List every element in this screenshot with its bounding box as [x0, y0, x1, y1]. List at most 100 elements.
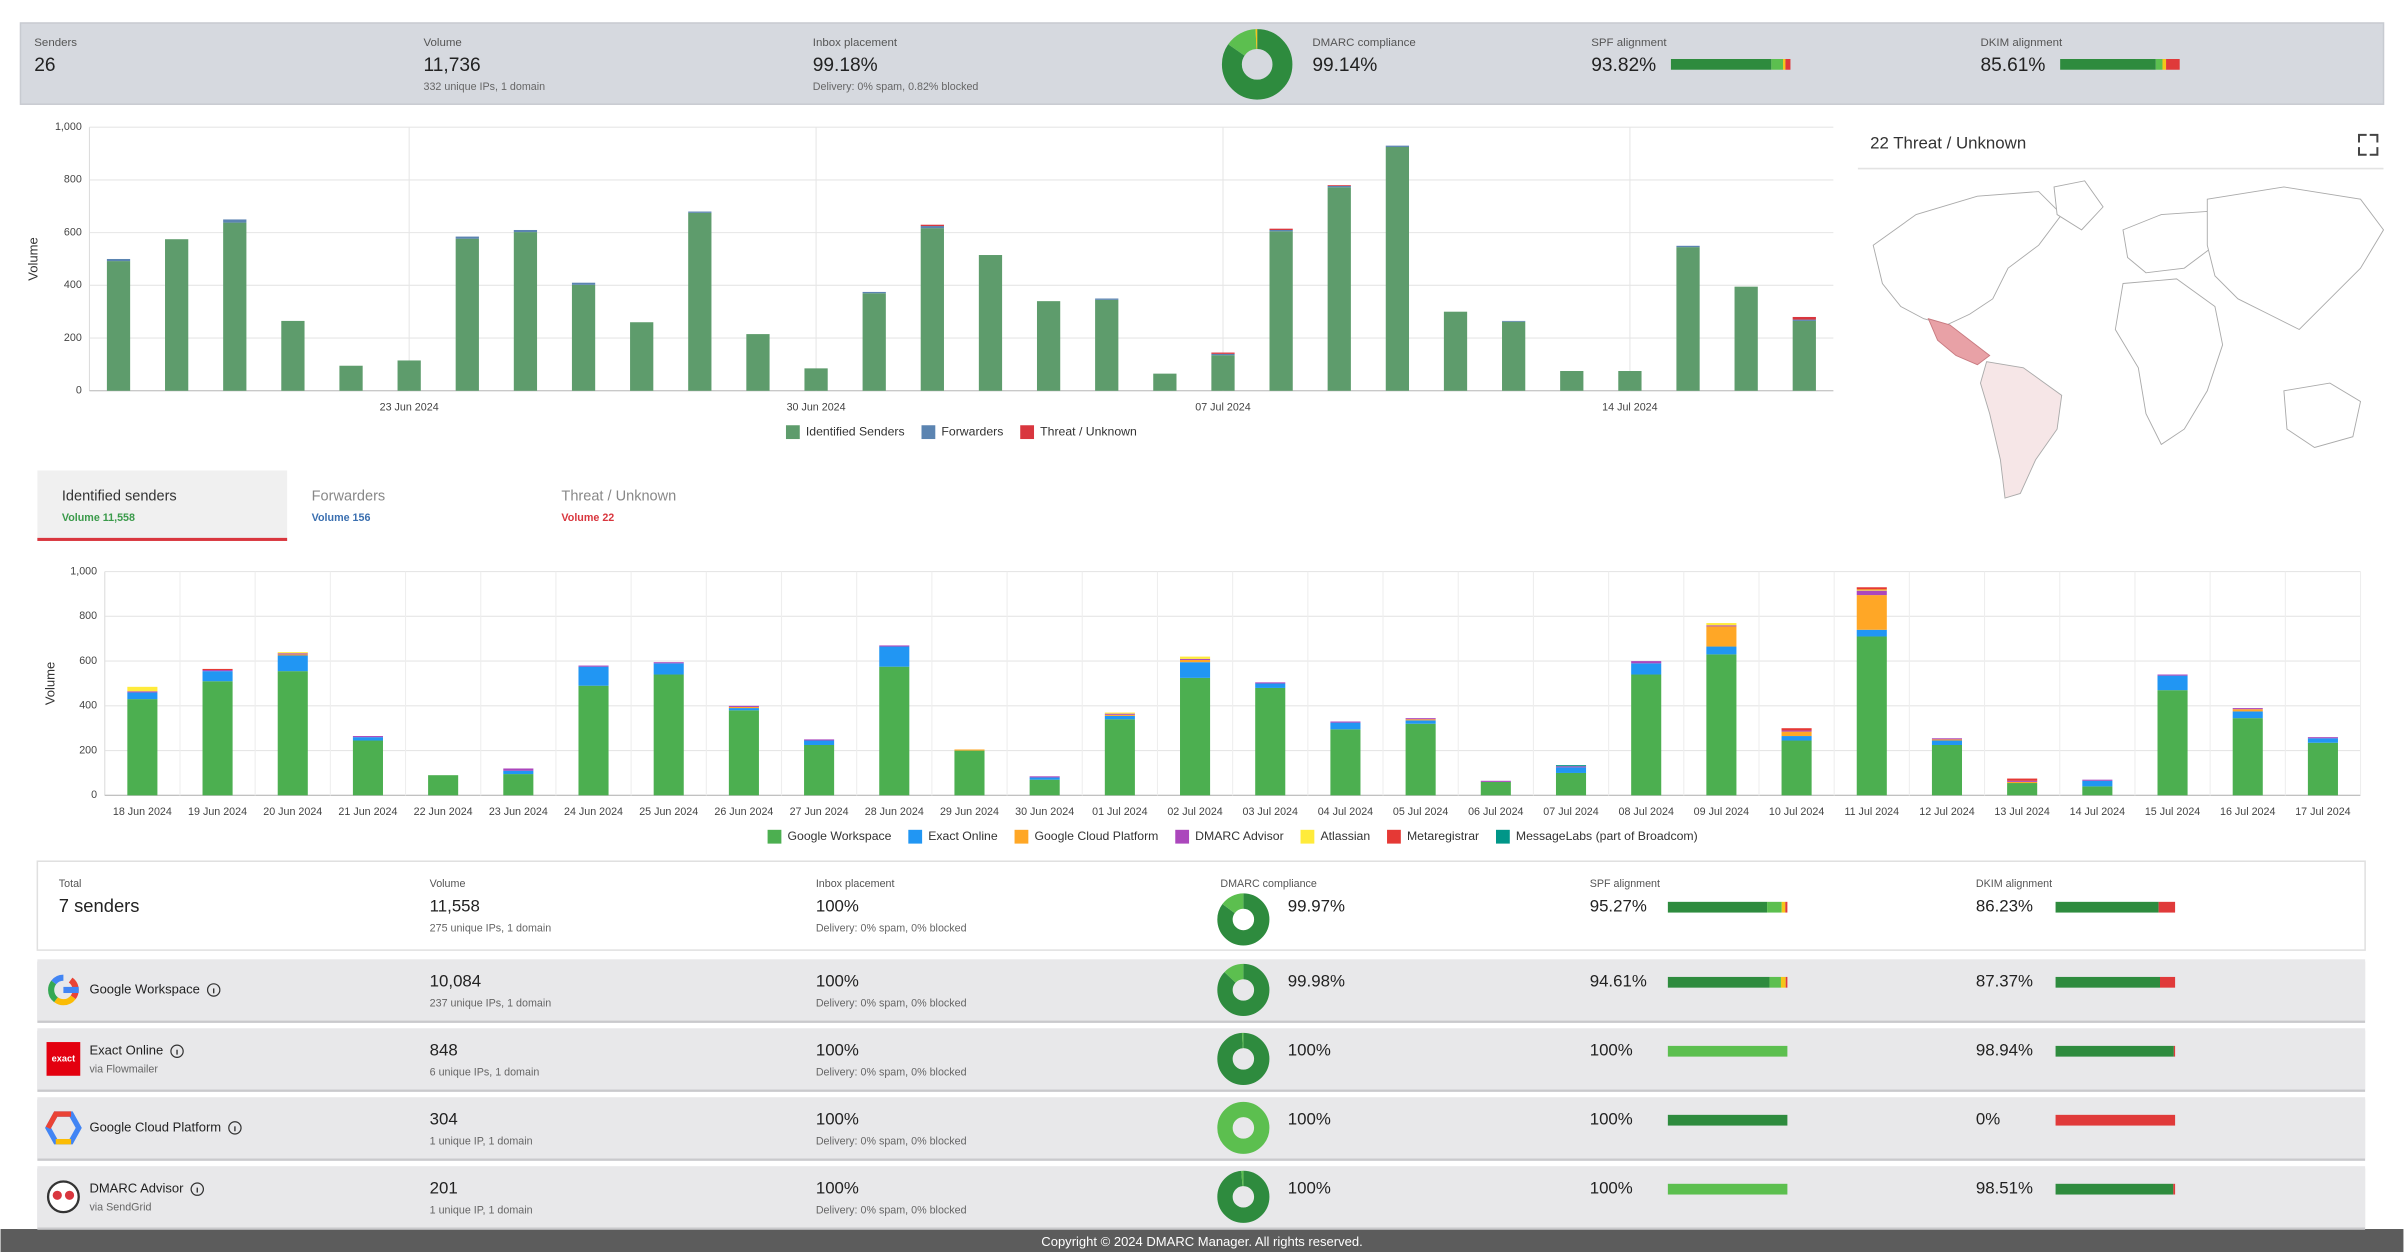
bar-segment [106, 261, 131, 391]
bar-segment [2007, 778, 2038, 781]
table-header: DKIM alignment [1976, 878, 2052, 890]
y-axis-title: Volume [26, 237, 41, 280]
bar-segment [1676, 247, 1700, 391]
bar-segment [688, 212, 712, 391]
info-icon[interactable] [228, 1121, 242, 1135]
expand-glyph[interactable] [2357, 133, 2379, 156]
active-tab-bg[interactable] [37, 470, 288, 541]
bar-segment [1631, 663, 1662, 675]
bar-segment [127, 699, 158, 796]
alignment-segment [2055, 901, 2159, 913]
bar-segment [2082, 779, 2113, 781]
bar-segment [2307, 742, 2338, 796]
legend-swatch [908, 829, 923, 844]
footer-bar [0, 1229, 2404, 1252]
legend: Google Workspace Exact Online Google Cloud… [767, 829, 1698, 844]
y-tick-label: 400 [79, 700, 97, 712]
bar-segment [277, 652, 308, 654]
bar-segment [1104, 715, 1135, 720]
alignment-segment [2055, 1045, 2174, 1057]
bar-segment [1706, 625, 1737, 627]
tab-volume[interactable]: Volume 22 [561, 512, 614, 524]
bar-segment [1706, 623, 1737, 626]
mexico [1927, 318, 1991, 366]
dmarc-value: 99.98% [1288, 972, 1345, 991]
bar-segment [954, 750, 985, 796]
spf-value: 100% [1590, 1179, 1633, 1198]
tab-volume[interactable]: Volume 11,558 [62, 512, 135, 524]
sender-row[interactable] [37, 1166, 2366, 1228]
world-map [1872, 180, 2385, 499]
bar-segment [223, 222, 247, 391]
tab-label[interactable]: Threat / Unknown [561, 488, 676, 504]
bar-segment [2007, 783, 2038, 796]
summary-value: 99.14% [1312, 55, 1377, 76]
total-senders: 7 senders [59, 895, 140, 916]
bar-segment [2232, 709, 2263, 712]
bar-segment [1706, 654, 1737, 796]
alignment-segment [2173, 1045, 2176, 1057]
footer-text: Copyright © 2024 DMARC Manager. All righ… [1041, 1234, 1362, 1249]
inbox-value: 100% [816, 897, 859, 916]
bar-segment [277, 653, 308, 655]
advisor-logo-eye [52, 1190, 62, 1200]
sender-row[interactable] [37, 959, 2366, 1021]
bar-segment [1555, 767, 1587, 773]
bar-segment [920, 228, 944, 391]
info-icon[interactable] [206, 983, 221, 997]
info-icon[interactable] [170, 1044, 184, 1058]
bar-segment [1480, 780, 1511, 782]
legend-swatch [1300, 829, 1315, 844]
bar-segment [1781, 728, 1812, 731]
x-tick-label: 15 Jul 2024 [2145, 806, 2200, 818]
bar-segment [2232, 718, 2263, 796]
south-america [1979, 361, 2063, 499]
bar-segment [2157, 674, 2188, 676]
legend-label: Google Workspace [788, 829, 892, 843]
tab-volume[interactable]: Volume 156 [312, 512, 371, 524]
alignment-segment [2055, 976, 2160, 988]
bar-segment [1180, 658, 1211, 660]
summary-label: Volume [424, 37, 462, 49]
bar-segment [1095, 298, 1119, 300]
bar-segment [202, 671, 233, 682]
bar-segment [1856, 589, 1887, 591]
ip-count: 1 unique IP, 1 domain [430, 1135, 533, 1147]
bar-segment [1330, 721, 1361, 723]
bar-segment [920, 226, 944, 229]
bar-segment [804, 744, 835, 796]
x-tick-label: 17 Jul 2024 [2295, 806, 2350, 818]
volume-value: 10,084 [430, 972, 482, 991]
x-tick-label: 28 Jun 2024 [865, 806, 924, 818]
bar-segment [879, 645, 910, 647]
spf-value: 94.61% [1590, 972, 1647, 991]
spf-value: 100% [1590, 1110, 1633, 1129]
delivery-note: Delivery: 0% spam, 0% blocked [816, 1204, 967, 1216]
ip-count: 1 unique IP, 1 domain [430, 1204, 533, 1216]
ip-count: 275 unique IPs, 1 domain [430, 922, 552, 934]
sender-row[interactable] [37, 1028, 2366, 1090]
info-icon[interactable] [190, 1182, 205, 1196]
summary-panel [19, 22, 2385, 105]
bar-segment [1676, 245, 1700, 248]
expand-icon[interactable] [2357, 133, 2379, 156]
total-row [36, 860, 2366, 951]
africa [2114, 278, 2224, 446]
legend-label: Google Cloud Platform [1034, 829, 1158, 843]
summary-value: 99.18% [813, 55, 878, 76]
bar-segment [1269, 228, 1293, 230]
tab-label[interactable]: Identified senders [62, 488, 177, 504]
x-tick-label: 18 Jun 2024 [113, 806, 172, 818]
x-tick-label: 30 Jun 2024 [787, 401, 846, 413]
bar-segment [1330, 722, 1361, 730]
sender-via: via SendGrid [89, 1201, 151, 1213]
x-tick-label: 01 Jul 2024 [1092, 806, 1147, 818]
volume-value: 11,558 [430, 897, 480, 916]
tab-label[interactable]: Forwarders [312, 488, 386, 504]
legend-swatch [1175, 829, 1190, 844]
bar-segment [571, 284, 596, 391]
delivery-note: Delivery: 0% spam, 0% blocked [816, 1135, 967, 1147]
bar-segment [1931, 744, 1963, 796]
sender-row[interactable] [37, 1097, 2366, 1159]
bar-segment [1631, 661, 1662, 664]
